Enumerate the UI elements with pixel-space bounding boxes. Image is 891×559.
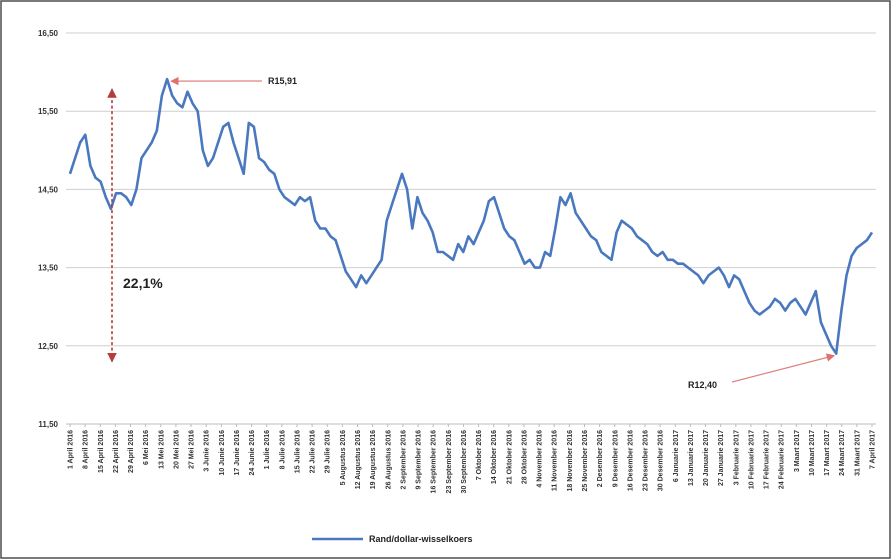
y-tick-label: 11,50 (38, 420, 58, 429)
legend: Rand/dollar-wisselkoers (312, 534, 473, 544)
x-tick-label: 3 Februarie 2017 (733, 430, 740, 485)
x-tick-label: 23 September 2016 (446, 430, 453, 494)
trough-label: R12,40 (688, 380, 717, 390)
x-tick-label: 17 Junie 2016 (234, 430, 241, 476)
series-line (68, 77, 874, 355)
x-tick-label: 24 Maart 2017 (839, 430, 846, 476)
x-tick-label: 10 Februarie 2017 (748, 430, 755, 489)
x-tick-label: 29 April 2016 (128, 430, 135, 473)
series-layer (68, 77, 874, 355)
x-tick-label: 5 Augustus 2016 (340, 430, 347, 485)
x-tick-label: 3 Junie 2016 (204, 430, 211, 472)
x-tick-label: 16 Desember 2016 (627, 430, 634, 491)
x-tick-label: 17 Februarie 2017 (764, 430, 771, 489)
x-tick-label: 30 Desember 2016 (658, 430, 665, 491)
x-tick-label: 2 September 2016 (400, 430, 407, 490)
y-tick-label: 16,50 (38, 29, 59, 38)
x-tick-label: 20 Mei 2016 (173, 430, 180, 469)
x-tick-label: 9 Desember 2016 (612, 430, 619, 487)
x-tick-label: 24 Februarie 2017 (779, 430, 786, 489)
x-tick-label: 1 Julie 2016 (264, 430, 271, 469)
x-tick-label: 10 Junie 2016 (219, 430, 226, 476)
x-tick-label: 2 Desember 2016 (597, 430, 604, 487)
x-tick-label: 1 April 2016 (68, 430, 75, 469)
x-tick-label: 13 Januarie 2017 (688, 430, 695, 486)
annotations-layer: R15,91 R12,40 22,1% (107, 76, 836, 390)
y-tick-label: 15,50 (38, 107, 59, 116)
x-tick-label: 3 Maart 2017 (794, 430, 801, 472)
x-tick-label: 19 Augustus 2016 (370, 430, 377, 489)
x-tick-label: 27 Mei 2016 (189, 430, 196, 469)
x-tick-label: 15 Julie 2016 (294, 430, 301, 473)
x-tick-label: 24 Junie 2016 (249, 430, 256, 476)
y-tick-label: 12,50 (38, 342, 59, 351)
x-tick-label: 21 Oktober 2016 (506, 430, 513, 484)
x-tick-label: 31 Maart 2017 (854, 430, 861, 476)
x-tick-label: 27 Januarie 2017 (718, 430, 725, 486)
y-axis: 11,50 12,50 13,50 14,50 15,50 16,50 (38, 29, 59, 429)
x-tick-label: 8 Julie 2016 (279, 430, 286, 469)
x-tick-label: 6 Januarie 2017 (673, 430, 680, 482)
y-tick-label: 13,50 (38, 264, 59, 273)
x-tick-label: 4 November 2016 (537, 430, 544, 488)
x-tick-label: 14 Oktober 2016 (491, 430, 498, 484)
legend-label: Rand/dollar-wisselkoers (369, 534, 473, 544)
x-tick-label: 10 Maart 2017 (809, 430, 816, 476)
x-tick-label: 30 September 2016 (461, 430, 468, 494)
peak-label: R15,91 (268, 76, 297, 86)
x-tick-label: 7 Oktober 2016 (476, 430, 483, 480)
x-tick-label: 22 Julie 2016 (310, 430, 317, 473)
x-tick-label: 17 Maart 2017 (824, 430, 831, 476)
trough-arrow (731, 353, 836, 383)
x-tick-label: 11 November 2016 (552, 430, 559, 491)
x-tick-label: 20 Januarie 2017 (703, 430, 710, 486)
x-tick-label: 22 April 2016 (113, 430, 120, 473)
y-tick-label: 14,50 (38, 185, 59, 194)
range-percent-label: 22,1% (123, 275, 163, 291)
x-tick-label: 12 Augustus 2016 (355, 430, 362, 489)
x-axis: 1 April 2016 8 April 2016 15 April 2016 22 … (68, 424, 877, 493)
x-tick-label: 9 September 2016 (416, 430, 423, 490)
x-tick-label: 13 Mei 2016 (158, 430, 165, 469)
x-tick-label: 26 Augustus 2016 (385, 430, 392, 489)
x-tick-label: 25 November 2016 (582, 430, 589, 492)
x-tick-label: 23 Desember 2016 (643, 430, 650, 491)
x-tick-label: 8 April 2016 (83, 430, 90, 469)
x-tick-label: 6 Mei 2016 (143, 430, 150, 465)
x-tick-label: 29 Julie 2016 (325, 430, 332, 473)
x-tick-label: 28 Oktober 2016 (521, 430, 528, 484)
x-tick-label: 15 April 2016 (98, 430, 105, 473)
gridlines (66, 32, 876, 425)
x-tick-label: 16 September 2016 (431, 430, 438, 494)
x-tick-label: 18 November 2016 (567, 430, 574, 492)
x-tick-label: 7 April 2017 (870, 430, 877, 469)
